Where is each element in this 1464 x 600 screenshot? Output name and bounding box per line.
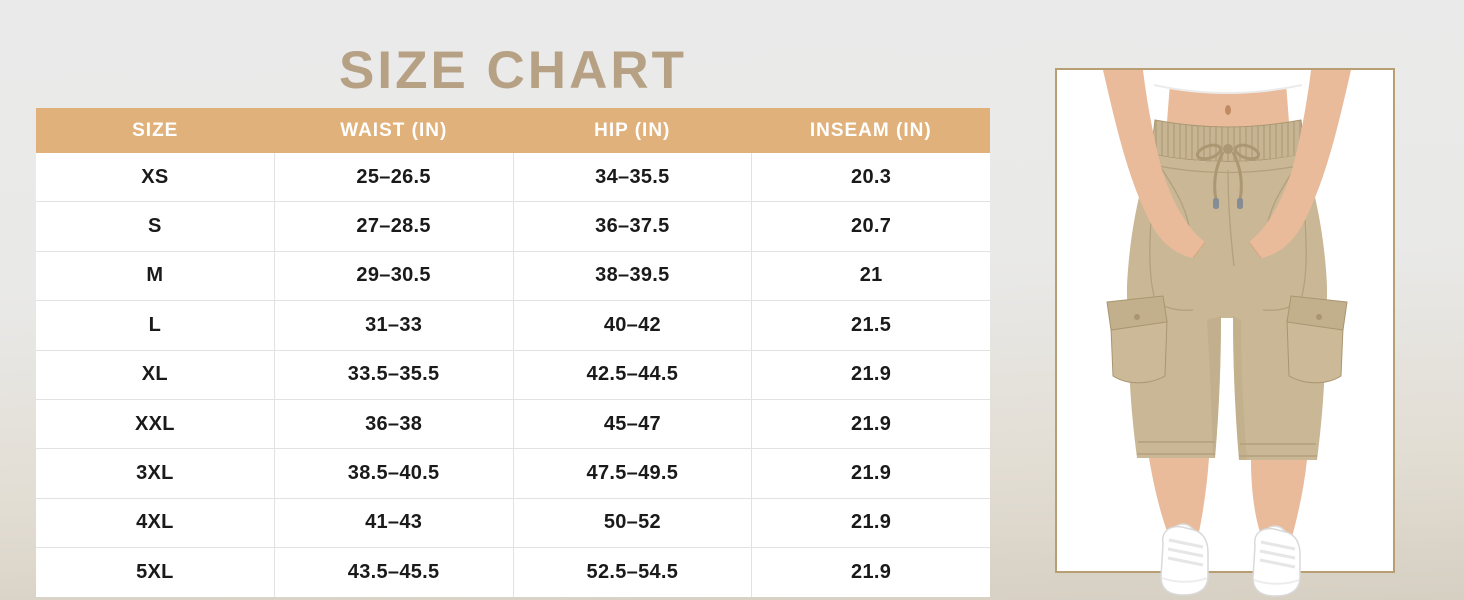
size-table-header-row: SIZE WAIST (IN) HIP (IN) INSEAM (IN) (36, 108, 990, 153)
model-torso (1149, 70, 1307, 128)
table-cell: M (146, 264, 164, 287)
product-photo (1055, 68, 1395, 597)
model-arms (1103, 70, 1351, 259)
capri-cargo-pants-model-illustration (1103, 70, 1351, 597)
table-cell: 43.5–45.5 (273, 548, 513, 597)
size-chart-table: SIZE WAIST (IN) HIP (IN) INSEAM (IN) XS 2… (36, 108, 990, 597)
table-cell: 40–42 (512, 301, 752, 350)
table-cell: 52.5–54.5 (512, 548, 752, 597)
table-cell: 38–39.5 (512, 251, 752, 301)
table-cell: 21.9 (751, 548, 990, 597)
table-cell: XXL (134, 412, 175, 435)
table-cell: 20.7 (751, 202, 990, 251)
table-cell: XS (141, 165, 169, 188)
page-title: SIZE CHART (339, 41, 687, 100)
table-cell: 33.5–35.5 (273, 350, 513, 399)
table-cell: 45–47 (512, 399, 752, 449)
capri-cargo-pants (1106, 119, 1348, 460)
table-cell: S (148, 215, 162, 238)
table-row: M 29–30.5 38–39.5 21 (36, 250, 990, 301)
table-cell: 21 (751, 251, 990, 301)
table-cell: 25–26.5 (273, 153, 513, 202)
table-row: 5XL 43.5–45.5 52.5–54.5 21.9 (36, 547, 990, 597)
table-row: 3XL 38.5–40.5 47.5–49.5 21.9 (36, 448, 990, 498)
table-row: S 27–28.5 36–37.5 20.7 (36, 201, 990, 251)
size-table-body: XS 25–26.5 34–35.5 20.3 S 27–28.5 36–37.5 20.7 M… (36, 153, 990, 597)
table-cell: 4XL (136, 511, 174, 534)
table-cell: 3XL (136, 462, 174, 485)
table-cell: XL (141, 363, 168, 386)
table-cell: 21.9 (751, 399, 990, 449)
table-row: XL 33.5–35.5 42.5–44.5 21.9 (36, 349, 990, 399)
white-sneakers (1160, 523, 1301, 597)
table-row: XXL 36–38 45–47 21.9 (36, 398, 990, 449)
column-header-hip: HIP (IN) (594, 119, 671, 141)
table-cell: 21.9 (751, 498, 990, 548)
column-header-waist: WAIST (IN) (340, 119, 448, 141)
table-cell: 42.5–44.5 (512, 350, 752, 399)
table-cell: 29–30.5 (273, 251, 513, 301)
table-cell: 21.5 (751, 301, 990, 350)
table-cell: 21.9 (751, 350, 990, 399)
table-cell: 20.3 (751, 153, 990, 202)
table-cell: 31–33 (273, 301, 513, 350)
table-row: XS 25–26.5 34–35.5 20.3 (36, 153, 990, 202)
table-cell: 38.5–40.5 (273, 449, 513, 498)
table-cell: L (148, 313, 162, 336)
table-cell: 47.5–49.5 (512, 449, 752, 498)
model-calves (1149, 458, 1307, 544)
table-cell: 21.9 (751, 449, 990, 498)
table-row: L 31–33 40–42 21.5 (36, 300, 990, 350)
table-row: 4XL 41–43 50–52 21.9 (36, 497, 990, 548)
table-cell: 27–28.5 (273, 202, 513, 251)
table-cell: 36–37.5 (512, 202, 752, 251)
table-cell: 50–52 (512, 498, 752, 548)
column-header-inseam: INSEAM (IN) (809, 119, 932, 141)
column-header-size: SIZE (132, 119, 179, 141)
table-cell: 34–35.5 (512, 153, 752, 202)
table-cell: 41–43 (273, 498, 513, 548)
table-cell: 36–38 (273, 399, 513, 449)
table-cell: 5XL (136, 560, 174, 583)
